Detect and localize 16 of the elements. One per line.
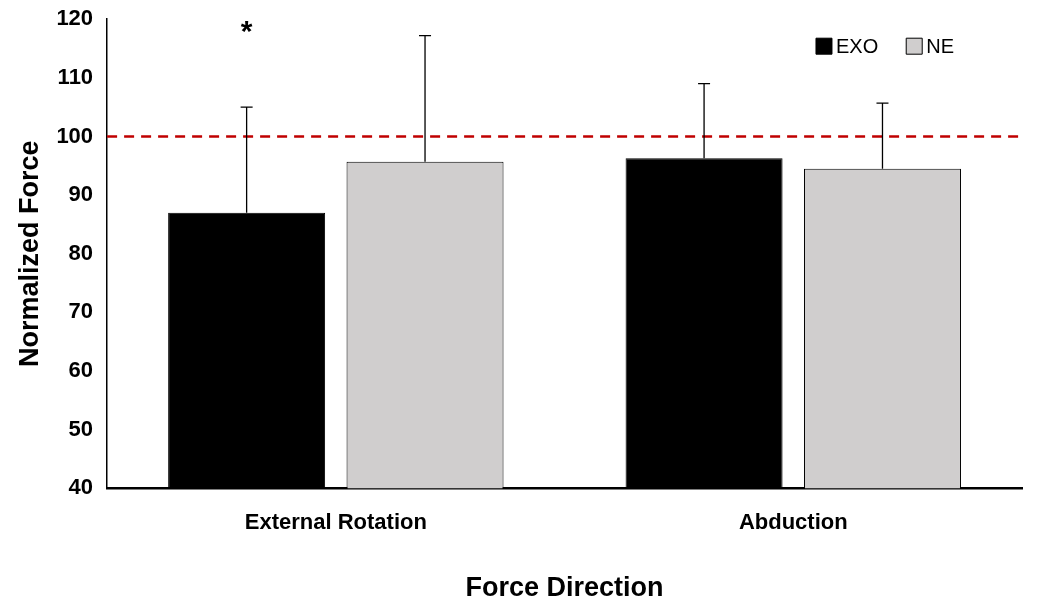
y-tick-label: 70 (68, 298, 94, 324)
y-tick-label: 120 (56, 5, 94, 31)
y-tick-label: 40 (68, 474, 94, 500)
x-tick-label: External Rotation (244, 509, 427, 535)
annotation: * (240, 14, 253, 48)
legend-label: NE (926, 34, 955, 57)
y-axis-title: Normalized Force (13, 140, 44, 367)
y-tick-label: 90 (68, 181, 94, 207)
x-tick-label: Abduction (738, 509, 848, 535)
y-tick-label: 110 (57, 63, 94, 89)
x-axis-title: Force Direction (465, 572, 664, 603)
y-tick-label: 50 (68, 415, 94, 441)
legend-label: EXO (835, 34, 879, 57)
y-tick-label: 100 (56, 122, 94, 148)
y-tick-label: 60 (68, 357, 94, 383)
y-tick-label: 80 (68, 239, 94, 265)
